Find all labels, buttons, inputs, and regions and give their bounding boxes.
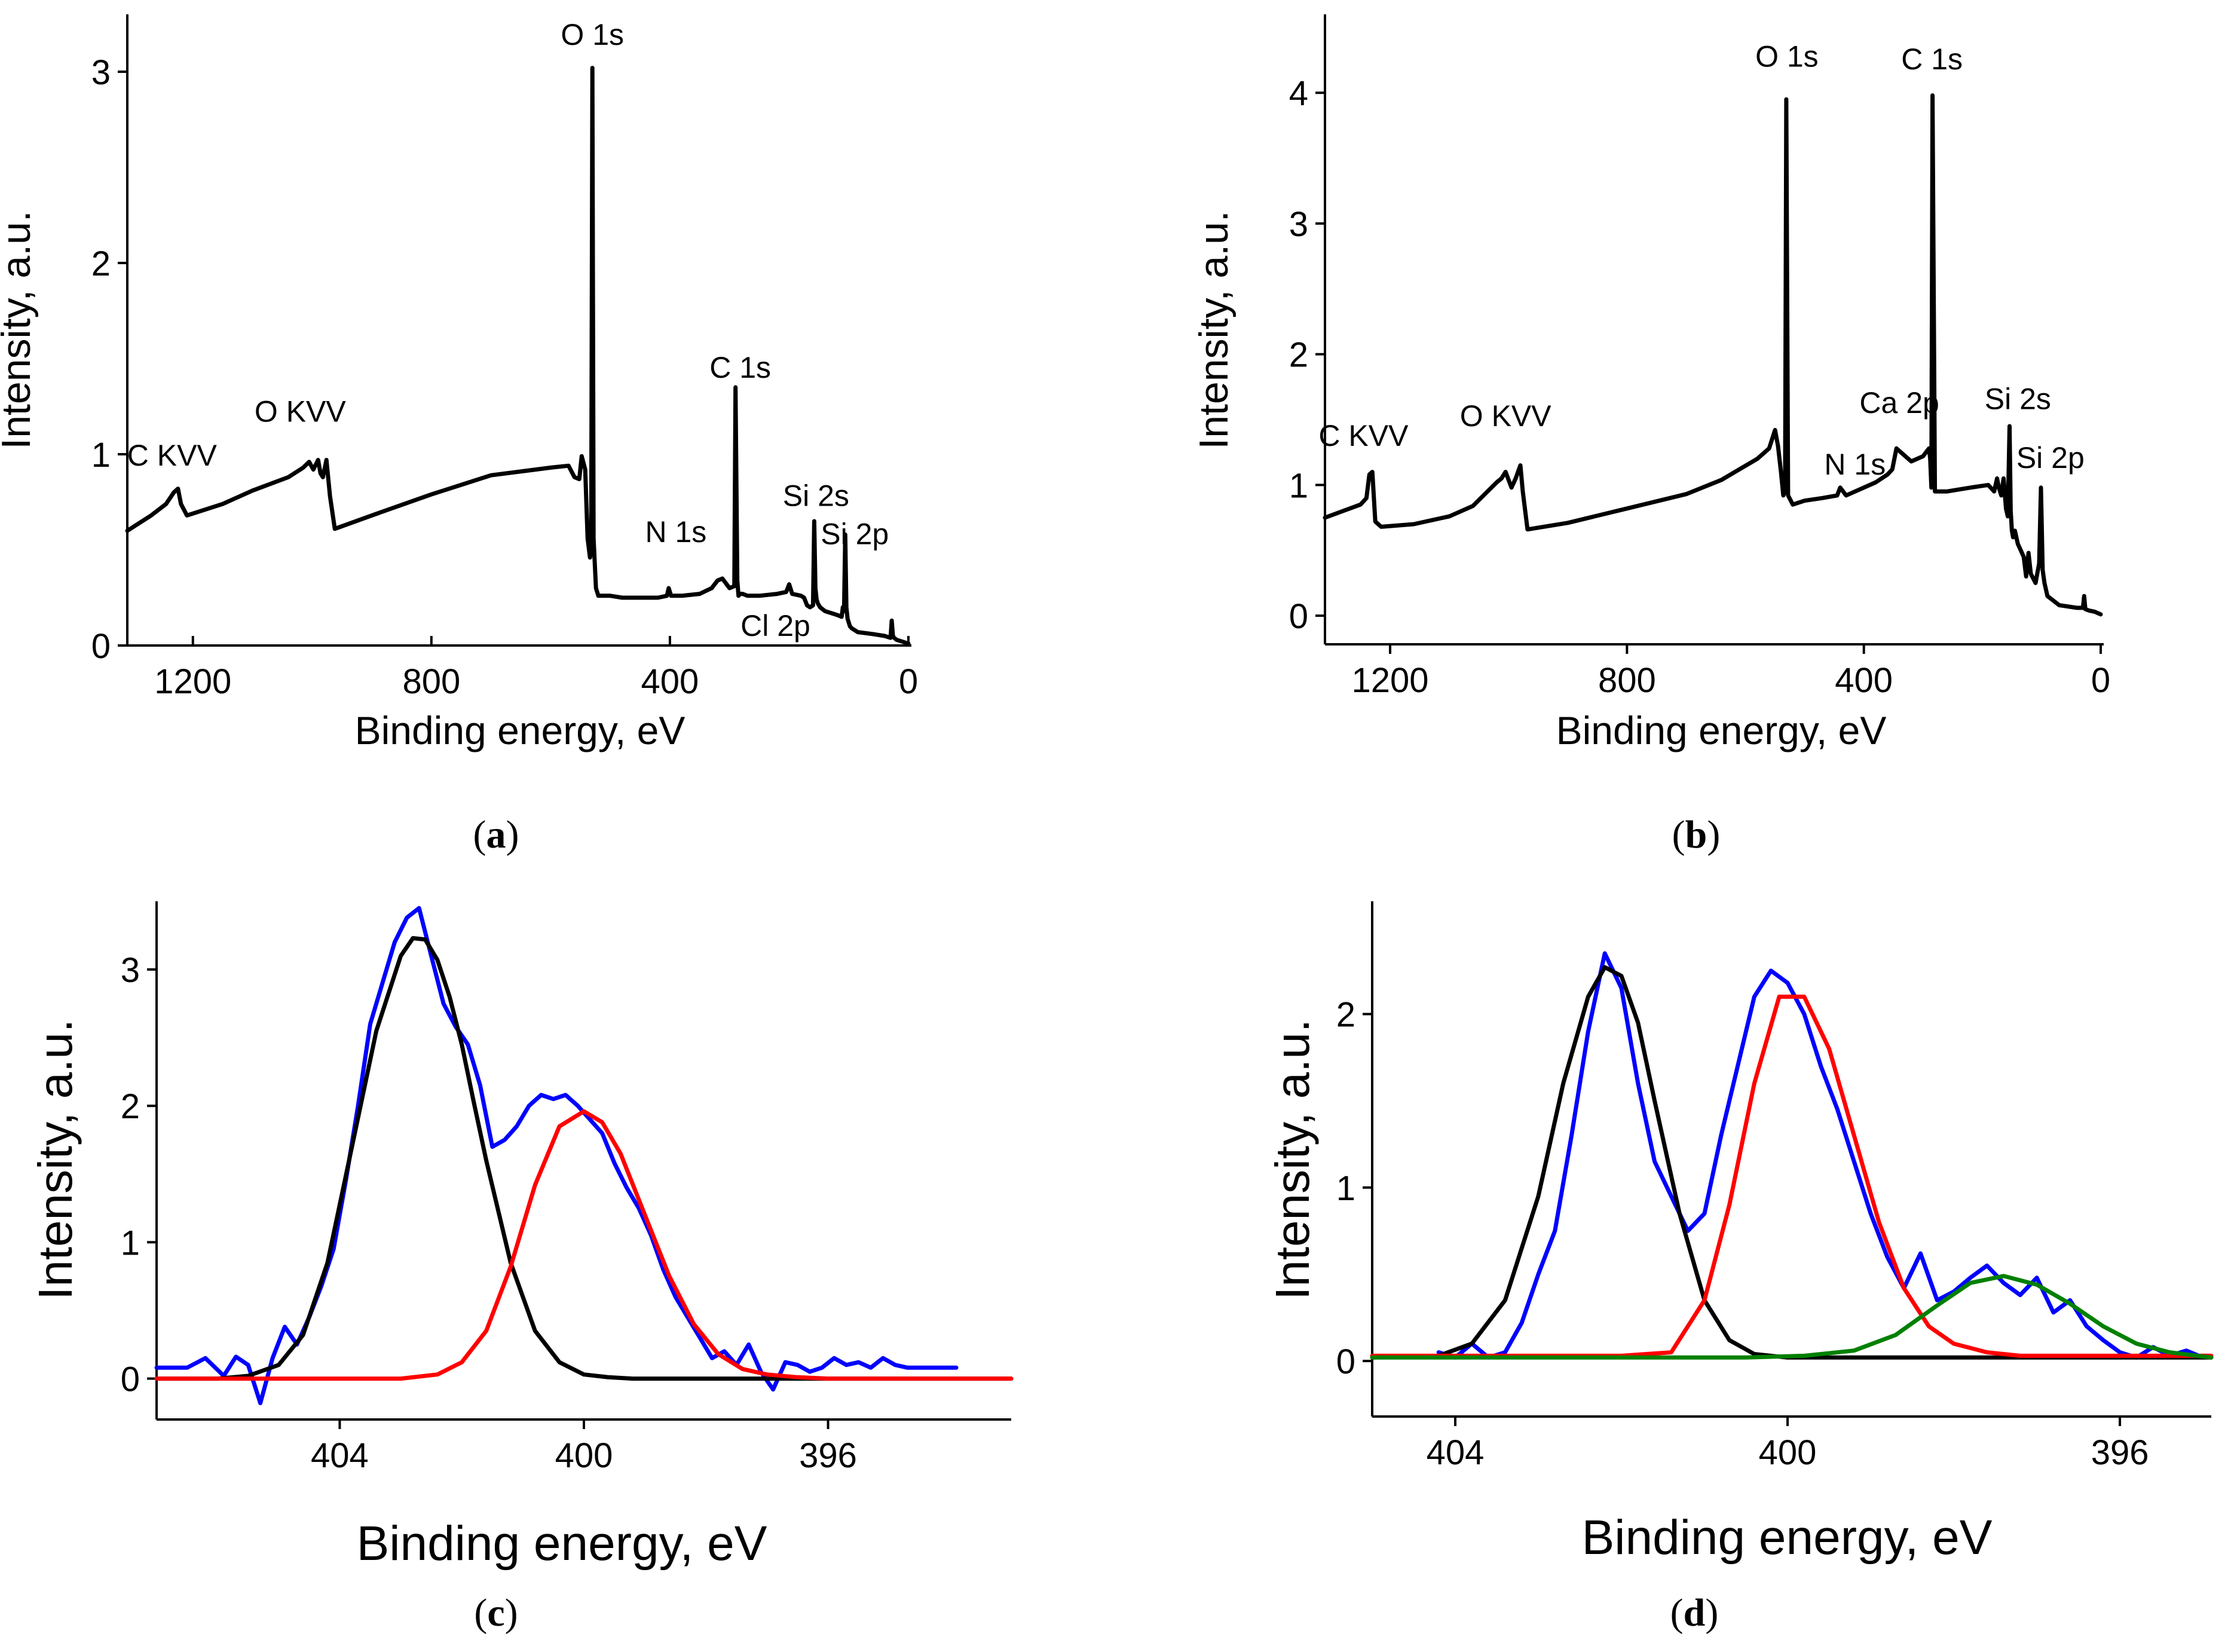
panel-caption: (b) xyxy=(1672,813,1721,856)
panel-caption: (a) xyxy=(473,813,519,856)
y-tick-label: 0 xyxy=(1289,597,1308,636)
y-tick-label: 2 xyxy=(121,1087,140,1126)
y-tick-label: 2 xyxy=(1289,336,1308,375)
y-axis-title: Intensity, a.u. xyxy=(29,1019,82,1300)
series-line-2 xyxy=(1370,965,2214,1360)
y-tick-label: 1 xyxy=(91,436,111,475)
panel-c: 0 1 2 3 404 400 396 Intensity, a.u. Binding ener… xyxy=(29,901,1014,1635)
panel-caption: (d) xyxy=(1670,1591,1719,1635)
peak-annotation: N 1s xyxy=(1824,448,1886,481)
y-tick-label: 4 xyxy=(1289,74,1308,113)
peak-annotation: C 1s xyxy=(709,351,771,384)
peak-annotation: Si 2p xyxy=(2016,441,2085,475)
peak-annotation: N 1s xyxy=(645,515,706,549)
x-tick-label: 396 xyxy=(2091,1433,2149,1472)
x-tick-label: 400 xyxy=(641,662,699,701)
peak-annotation: C KVV xyxy=(1318,419,1409,452)
y-tick-label: 2 xyxy=(1336,996,1355,1035)
series-line-3 xyxy=(1370,995,2214,1358)
series-line-1 xyxy=(1323,93,2103,617)
y-axis-title: Intensity, a.u. xyxy=(1191,210,1237,449)
panel-caption: (c) xyxy=(474,1591,518,1635)
y-tick-label: 3 xyxy=(91,53,111,92)
panel-d: 0 1 2 404 400 396 Intensity, a.u. Binding energ… xyxy=(1266,901,2214,1635)
series-line-3 xyxy=(154,1109,1014,1381)
x-tick-label: 404 xyxy=(311,1436,369,1475)
series-line-1 xyxy=(125,66,911,646)
x-tick-label: 1200 xyxy=(154,662,231,701)
peak-annotation: Ca 2p xyxy=(1859,386,1939,420)
x-tick-label: 800 xyxy=(1598,661,1656,700)
y-tick-label: 1 xyxy=(121,1223,140,1262)
x-tick-label: 800 xyxy=(402,662,460,701)
y-tick-label: 1 xyxy=(1289,466,1308,505)
peak-annotation: Cl 2p xyxy=(740,609,810,643)
peak-annotation: Si 2p xyxy=(821,517,889,550)
y-tick-label: 0 xyxy=(121,1360,140,1399)
peak-annotation: Si 2s xyxy=(1985,383,2051,416)
y-tick-label: 3 xyxy=(1289,205,1308,244)
x-tick-label: 404 xyxy=(1427,1433,1485,1472)
y-tick-label: 0 xyxy=(1336,1342,1355,1381)
peak-annotation: C KVV xyxy=(127,439,218,472)
peak-annotation: O 1s xyxy=(561,18,624,51)
y-tick-label: 0 xyxy=(91,627,111,666)
x-tick-label: 0 xyxy=(2091,661,2110,700)
y-tick-label: 1 xyxy=(1336,1169,1355,1208)
x-axis-title: Binding energy, eV xyxy=(1582,1510,1993,1565)
x-tick-label: 400 xyxy=(1759,1433,1817,1472)
x-tick-label: 1200 xyxy=(1351,661,1428,700)
x-tick-label: 396 xyxy=(799,1436,857,1475)
y-axis-title: Intensity, a.u. xyxy=(1266,1019,1319,1300)
panel-b: 0 1 2 3 4 1200 800 400 0 Intensity, a.u. Binding e… xyxy=(1191,14,2110,856)
y-axis-title: Intensity, a.u. xyxy=(0,210,39,449)
peak-annotation: O KVV xyxy=(1460,399,1551,433)
y-tick-label: 3 xyxy=(121,951,140,990)
series-line-4 xyxy=(1370,1274,2214,1360)
peak-annotation: O KVV xyxy=(255,395,346,429)
x-axis-title: Binding energy, eV xyxy=(355,708,685,752)
x-tick-label: 400 xyxy=(555,1436,613,1475)
x-tick-label: 400 xyxy=(1835,661,1893,700)
peak-annotation: Si 2s xyxy=(783,479,849,512)
peak-annotation: C 1s xyxy=(1901,42,1963,76)
panel-a: 0 1 2 3 1200 800 400 0 Intensity, a.u. Binding en… xyxy=(0,14,918,856)
peak-annotation: O 1s xyxy=(1755,39,1819,73)
x-axis-title: Binding energy, eV xyxy=(357,1516,767,1571)
x-tick-label: 0 xyxy=(899,662,918,701)
series-line-2 xyxy=(154,936,1014,1381)
x-axis-title: Binding energy, eV xyxy=(1556,708,1887,752)
y-tick-label: 2 xyxy=(91,244,111,283)
